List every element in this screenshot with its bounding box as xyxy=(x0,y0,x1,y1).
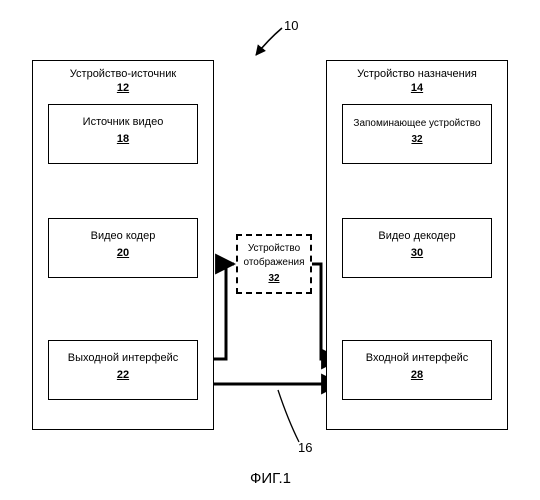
diagram-canvas: 10 Устройство-источник 12 Источник видео xyxy=(0,0,540,500)
dest-device-ref: 14 xyxy=(411,82,423,94)
dest-device-title-text: Устройство назначения xyxy=(357,68,477,80)
display-device-box: Устройство отображения 32 xyxy=(236,234,312,294)
input-interface-ref: 28 xyxy=(343,368,491,383)
ref-10-label: 10 xyxy=(284,18,298,33)
output-interface-ref: 22 xyxy=(49,368,197,383)
video-source-box: Источник видео 18 xyxy=(48,104,198,164)
video-decoder-ref: 30 xyxy=(343,246,491,261)
source-device-title-text: Устройство-источник xyxy=(70,68,176,80)
video-source-ref: 18 xyxy=(49,132,197,147)
storage-ref: 32 xyxy=(343,133,491,147)
video-encoder-ref: 20 xyxy=(49,246,197,261)
dest-device-title: Устройство назначения 14 xyxy=(326,68,508,94)
source-device-title: Устройство-источник 12 xyxy=(32,68,214,94)
figure-caption: ФИГ.1 xyxy=(250,470,291,487)
input-interface-box: Входной интерфейс 28 xyxy=(342,340,492,400)
output-interface-label: Выходной интерфейс xyxy=(49,351,197,366)
storage-label: Запоминающее устройство xyxy=(343,117,491,131)
input-interface-label: Входной интерфейс xyxy=(343,351,491,366)
display-device-ref: 32 xyxy=(238,272,310,286)
output-interface-box: Выходной интерфейс 22 xyxy=(48,340,198,400)
storage-box: Запоминающее устройство 32 xyxy=(342,104,492,164)
source-device-ref: 12 xyxy=(117,82,129,94)
video-encoder-box: Видео кодер 20 xyxy=(48,218,198,278)
ref-16-label: 16 xyxy=(298,440,312,455)
display-device-label: Устройство отображения xyxy=(238,242,310,270)
video-decoder-label: Видео декодер xyxy=(343,229,491,244)
video-source-label: Источник видео xyxy=(49,115,197,130)
video-encoder-label: Видео кодер xyxy=(49,229,197,244)
video-decoder-box: Видео декодер 30 xyxy=(342,218,492,278)
